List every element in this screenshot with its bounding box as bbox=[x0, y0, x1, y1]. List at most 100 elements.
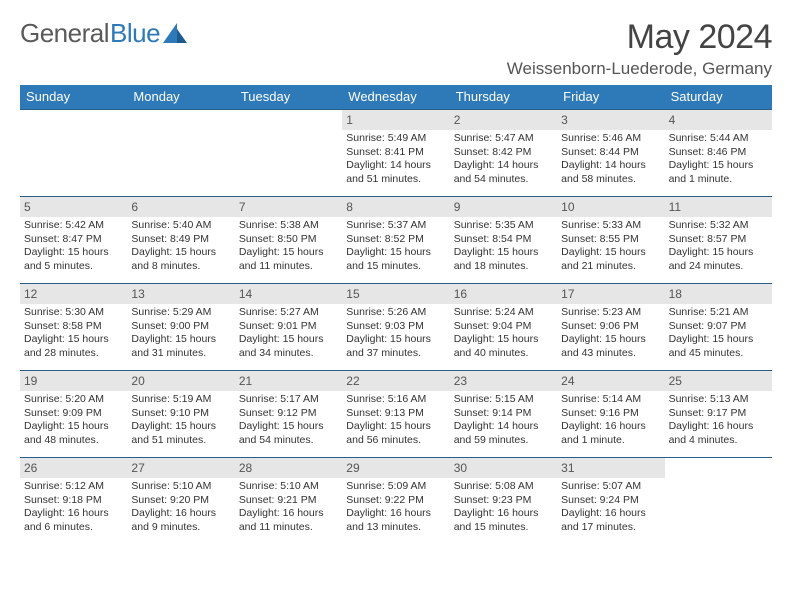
day-detail: Sunrise: 5:30 AMSunset: 8:58 PMDaylight:… bbox=[24, 306, 123, 361]
sunrise-text: Sunrise: 5:10 AM bbox=[131, 480, 230, 494]
day-detail: Sunrise: 5:24 AMSunset: 9:04 PMDaylight:… bbox=[454, 306, 553, 361]
sunset-text: Sunset: 9:12 PM bbox=[239, 407, 338, 421]
calendar-cell: 27Sunrise: 5:10 AMSunset: 9:20 PMDayligh… bbox=[127, 458, 234, 544]
day-detail: Sunrise: 5:16 AMSunset: 9:13 PMDaylight:… bbox=[346, 393, 445, 448]
title-block: May 2024 Weissenborn-Luederode, Germany bbox=[507, 18, 772, 79]
day-detail: Sunrise: 5:10 AMSunset: 9:21 PMDaylight:… bbox=[239, 480, 338, 535]
day-detail: Sunrise: 5:35 AMSunset: 8:54 PMDaylight:… bbox=[454, 219, 553, 274]
calendar-cell: 4Sunrise: 5:44 AMSunset: 8:46 PMDaylight… bbox=[665, 110, 772, 196]
day-number: 3 bbox=[557, 110, 664, 130]
sunrise-text: Sunrise: 5:09 AM bbox=[346, 480, 445, 494]
day-header: Tuesday bbox=[235, 85, 342, 109]
day-number: 11 bbox=[665, 197, 772, 217]
daylight-text: Daylight: 15 hours and 54 minutes. bbox=[239, 420, 338, 447]
daylight-text: Daylight: 15 hours and 1 minute. bbox=[669, 159, 768, 186]
sunset-text: Sunset: 9:17 PM bbox=[669, 407, 768, 421]
daylight-text: Daylight: 15 hours and 48 minutes. bbox=[24, 420, 123, 447]
day-number: 10 bbox=[557, 197, 664, 217]
sunrise-text: Sunrise: 5:38 AM bbox=[239, 219, 338, 233]
day-detail: Sunrise: 5:12 AMSunset: 9:18 PMDaylight:… bbox=[24, 480, 123, 535]
day-detail: Sunrise: 5:46 AMSunset: 8:44 PMDaylight:… bbox=[561, 132, 660, 187]
day-header: Wednesday bbox=[342, 85, 449, 109]
daylight-text: Daylight: 14 hours and 51 minutes. bbox=[346, 159, 445, 186]
day-number: 2 bbox=[450, 110, 557, 130]
day-detail: Sunrise: 5:32 AMSunset: 8:57 PMDaylight:… bbox=[669, 219, 768, 274]
day-detail: Sunrise: 5:27 AMSunset: 9:01 PMDaylight:… bbox=[239, 306, 338, 361]
calendar-week: 12Sunrise: 5:30 AMSunset: 8:58 PMDayligh… bbox=[20, 283, 772, 370]
day-number: 18 bbox=[665, 284, 772, 304]
daylight-text: Daylight: 16 hours and 15 minutes. bbox=[454, 507, 553, 534]
sunset-text: Sunset: 8:50 PM bbox=[239, 233, 338, 247]
calendar-cell: 25Sunrise: 5:13 AMSunset: 9:17 PMDayligh… bbox=[665, 371, 772, 457]
day-number: 26 bbox=[20, 458, 127, 478]
sunset-text: Sunset: 9:01 PM bbox=[239, 320, 338, 334]
day-detail: Sunrise: 5:44 AMSunset: 8:46 PMDaylight:… bbox=[669, 132, 768, 187]
sunset-text: Sunset: 9:20 PM bbox=[131, 494, 230, 508]
sunset-text: Sunset: 9:09 PM bbox=[24, 407, 123, 421]
sunrise-text: Sunrise: 5:49 AM bbox=[346, 132, 445, 146]
daylight-text: Daylight: 15 hours and 43 minutes. bbox=[561, 333, 660, 360]
sunset-text: Sunset: 8:42 PM bbox=[454, 146, 553, 160]
sunset-text: Sunset: 9:06 PM bbox=[561, 320, 660, 334]
day-detail: Sunrise: 5:40 AMSunset: 8:49 PMDaylight:… bbox=[131, 219, 230, 274]
daylight-text: Daylight: 15 hours and 24 minutes. bbox=[669, 246, 768, 273]
sunset-text: Sunset: 9:07 PM bbox=[669, 320, 768, 334]
daylight-text: Daylight: 16 hours and 6 minutes. bbox=[24, 507, 123, 534]
calendar-cell: 14Sunrise: 5:27 AMSunset: 9:01 PMDayligh… bbox=[235, 284, 342, 370]
day-detail: Sunrise: 5:23 AMSunset: 9:06 PMDaylight:… bbox=[561, 306, 660, 361]
sunrise-text: Sunrise: 5:30 AM bbox=[24, 306, 123, 320]
calendar-cell: 16Sunrise: 5:24 AMSunset: 9:04 PMDayligh… bbox=[450, 284, 557, 370]
calendar-cell: 6Sunrise: 5:40 AMSunset: 8:49 PMDaylight… bbox=[127, 197, 234, 283]
day-number: 14 bbox=[235, 284, 342, 304]
daylight-text: Daylight: 15 hours and 15 minutes. bbox=[346, 246, 445, 273]
sunrise-text: Sunrise: 5:35 AM bbox=[454, 219, 553, 233]
daylight-text: Daylight: 15 hours and 37 minutes. bbox=[346, 333, 445, 360]
calendar-cell: 13Sunrise: 5:29 AMSunset: 9:00 PMDayligh… bbox=[127, 284, 234, 370]
sunset-text: Sunset: 8:49 PM bbox=[131, 233, 230, 247]
day-number: 23 bbox=[450, 371, 557, 391]
calendar-cell: 7Sunrise: 5:38 AMSunset: 8:50 PMDaylight… bbox=[235, 197, 342, 283]
day-detail: Sunrise: 5:15 AMSunset: 9:14 PMDaylight:… bbox=[454, 393, 553, 448]
calendar-week: 19Sunrise: 5:20 AMSunset: 9:09 PMDayligh… bbox=[20, 370, 772, 457]
day-number: 9 bbox=[450, 197, 557, 217]
calendar-cell: 12Sunrise: 5:30 AMSunset: 8:58 PMDayligh… bbox=[20, 284, 127, 370]
sunrise-text: Sunrise: 5:08 AM bbox=[454, 480, 553, 494]
day-number: 21 bbox=[235, 371, 342, 391]
day-number: 1 bbox=[342, 110, 449, 130]
calendar-week: 26Sunrise: 5:12 AMSunset: 9:18 PMDayligh… bbox=[20, 457, 772, 544]
calendar-cell: 20Sunrise: 5:19 AMSunset: 9:10 PMDayligh… bbox=[127, 371, 234, 457]
calendar-cell: 21Sunrise: 5:17 AMSunset: 9:12 PMDayligh… bbox=[235, 371, 342, 457]
day-number: 15 bbox=[342, 284, 449, 304]
calendar-cell: . bbox=[235, 110, 342, 196]
sunset-text: Sunset: 9:18 PM bbox=[24, 494, 123, 508]
calendar-cell: . bbox=[665, 458, 772, 544]
day-detail: Sunrise: 5:21 AMSunset: 9:07 PMDaylight:… bbox=[669, 306, 768, 361]
calendar-cell: 10Sunrise: 5:33 AMSunset: 8:55 PMDayligh… bbox=[557, 197, 664, 283]
sunrise-text: Sunrise: 5:42 AM bbox=[24, 219, 123, 233]
daylight-text: Daylight: 15 hours and 18 minutes. bbox=[454, 246, 553, 273]
sunrise-text: Sunrise: 5:16 AM bbox=[346, 393, 445, 407]
calendar-week: ...1Sunrise: 5:49 AMSunset: 8:41 PMDayli… bbox=[20, 109, 772, 196]
sunrise-text: Sunrise: 5:24 AM bbox=[454, 306, 553, 320]
day-number: 17 bbox=[557, 284, 664, 304]
sunrise-text: Sunrise: 5:33 AM bbox=[561, 219, 660, 233]
day-header: Thursday bbox=[450, 85, 557, 109]
day-detail: Sunrise: 5:07 AMSunset: 9:24 PMDaylight:… bbox=[561, 480, 660, 535]
calendar-page: GeneralBlue May 2024 Weissenborn-Luedero… bbox=[0, 0, 792, 544]
daylight-text: Daylight: 16 hours and 13 minutes. bbox=[346, 507, 445, 534]
calendar-cell: 5Sunrise: 5:42 AMSunset: 8:47 PMDaylight… bbox=[20, 197, 127, 283]
sunrise-text: Sunrise: 5:12 AM bbox=[24, 480, 123, 494]
sunset-text: Sunset: 9:16 PM bbox=[561, 407, 660, 421]
day-detail: Sunrise: 5:20 AMSunset: 9:09 PMDaylight:… bbox=[24, 393, 123, 448]
day-detail: Sunrise: 5:13 AMSunset: 9:17 PMDaylight:… bbox=[669, 393, 768, 448]
day-detail: Sunrise: 5:09 AMSunset: 9:22 PMDaylight:… bbox=[346, 480, 445, 535]
daylight-text: Daylight: 16 hours and 17 minutes. bbox=[561, 507, 660, 534]
month-title: May 2024 bbox=[507, 18, 772, 57]
calendar-cell: 15Sunrise: 5:26 AMSunset: 9:03 PMDayligh… bbox=[342, 284, 449, 370]
day-number: 20 bbox=[127, 371, 234, 391]
logo-mark-icon bbox=[163, 23, 189, 45]
day-number: 24 bbox=[557, 371, 664, 391]
day-number: 12 bbox=[20, 284, 127, 304]
calendar: SundayMondayTuesdayWednesdayThursdayFrid… bbox=[20, 85, 772, 544]
daylight-text: Daylight: 14 hours and 59 minutes. bbox=[454, 420, 553, 447]
